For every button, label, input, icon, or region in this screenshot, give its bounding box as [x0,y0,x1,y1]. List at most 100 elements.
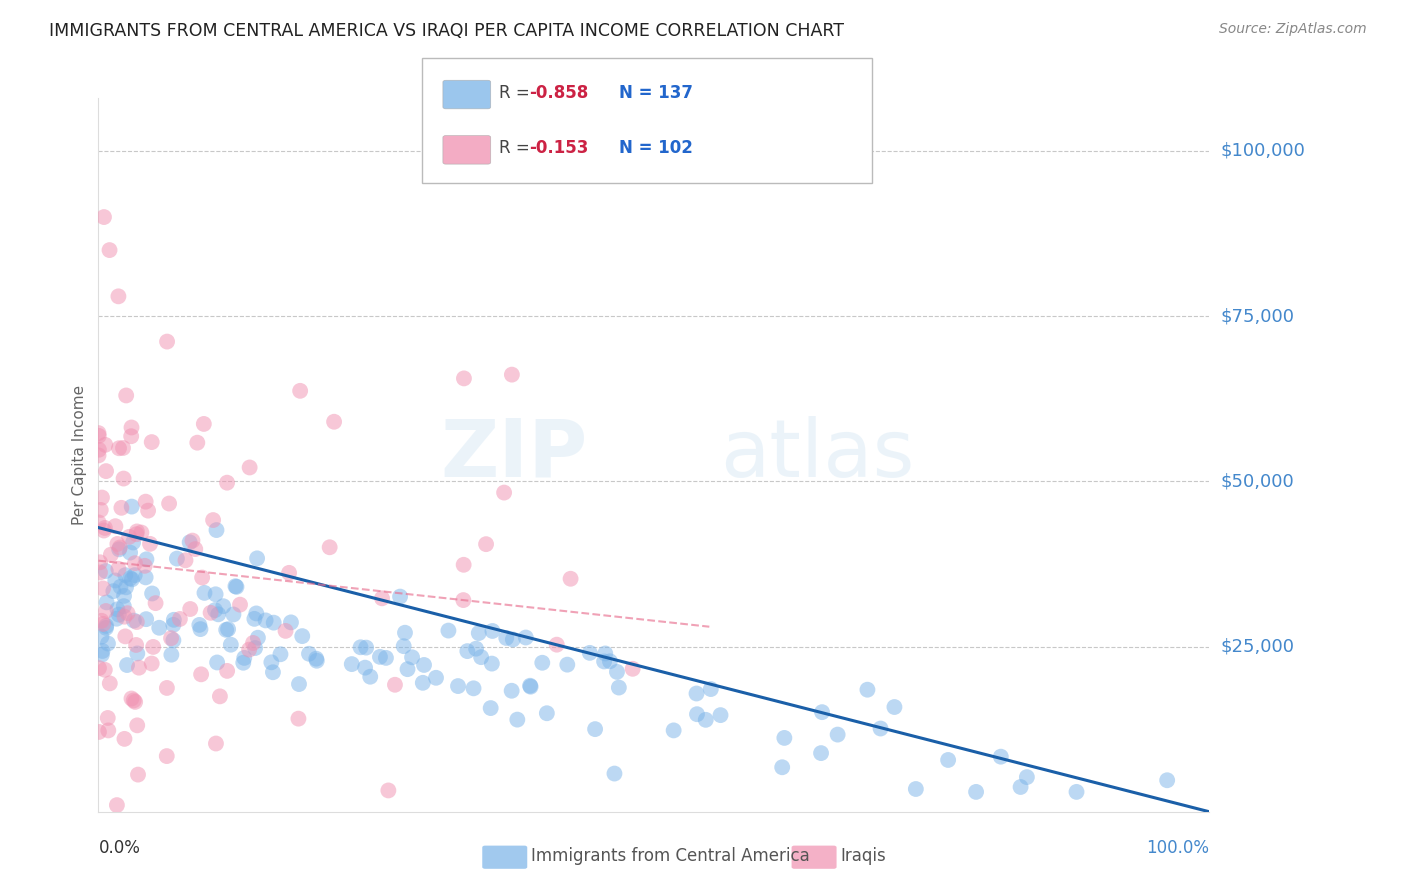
Point [465,641,488,656]
Point [368,649,391,664]
Point [135,570,157,584]
Point [770,760,793,774]
Point [93,210,115,224]
Point [114,609,136,624]
Point [401,650,423,665]
Point [115,658,138,673]
Point [122,614,145,628]
Text: $25,000: $25,000 [1220,638,1295,656]
Point [125,527,148,541]
Point [603,766,626,780]
Point [291,629,314,643]
Text: -0.858: -0.858 [529,84,588,102]
Point [108,541,131,555]
Point [456,644,478,658]
Point [87,442,110,457]
Point [141,657,163,671]
Text: Source: ZipAtlas.com: Source: ZipAtlas.com [1219,22,1367,37]
Point [124,568,146,582]
Point [225,580,247,594]
Point [262,665,284,680]
Point [274,624,297,638]
Point [593,647,616,661]
Point [1015,770,1038,784]
Point [91,644,114,658]
Point [468,626,491,640]
Point [204,603,226,617]
Point [560,572,582,586]
Point [96,619,118,633]
Point [318,541,340,555]
Point [936,753,959,767]
Point [371,591,394,606]
Point [188,618,211,632]
Point [104,519,127,533]
Text: N = 102: N = 102 [619,139,693,157]
Point [280,615,302,630]
Point [105,612,128,626]
Point [606,665,628,679]
Point [111,441,134,455]
Point [142,640,165,654]
Point [100,548,122,562]
Point [156,749,179,764]
Point [340,657,363,672]
Point [124,556,146,570]
Point [287,712,309,726]
Point [1066,785,1088,799]
Point [156,334,179,349]
Point [141,586,163,600]
Point [354,640,377,655]
Point [121,691,143,706]
Point [107,602,129,616]
Point [110,580,132,594]
Point [384,678,406,692]
Point [193,586,215,600]
Point [166,551,188,566]
Point [695,713,717,727]
Point [87,449,110,463]
Point [98,676,121,690]
Text: N = 137: N = 137 [619,84,693,102]
Point [127,647,149,661]
Point [181,533,204,548]
Point [127,718,149,732]
Point [494,485,516,500]
Point [447,679,470,693]
Point [470,650,492,665]
Point [519,679,541,693]
Point [122,535,145,549]
Point [97,723,120,738]
Point [90,503,112,517]
Point [354,660,377,674]
Point [246,551,269,566]
Point [463,681,485,696]
Point [112,589,135,603]
Point [709,708,731,723]
Point [139,537,162,551]
Point [94,438,117,452]
Point [160,648,183,662]
Point [621,662,644,676]
Point [87,426,110,441]
Point [136,503,159,517]
Point [103,584,125,599]
Point [162,617,184,632]
Point [479,701,502,715]
Point [219,638,242,652]
Point [90,648,112,662]
Y-axis label: Per Capita Income: Per Capita Income [72,384,87,525]
Point [425,671,447,685]
Point [112,599,135,614]
Point [305,654,328,668]
Point [114,568,136,582]
Point [90,614,112,628]
Point [107,562,129,576]
Point [412,675,434,690]
Point [179,602,201,616]
Text: -0.153: -0.153 [529,139,588,157]
Point [89,555,111,569]
Point [179,535,201,549]
Point [481,657,503,671]
Point [120,429,142,443]
